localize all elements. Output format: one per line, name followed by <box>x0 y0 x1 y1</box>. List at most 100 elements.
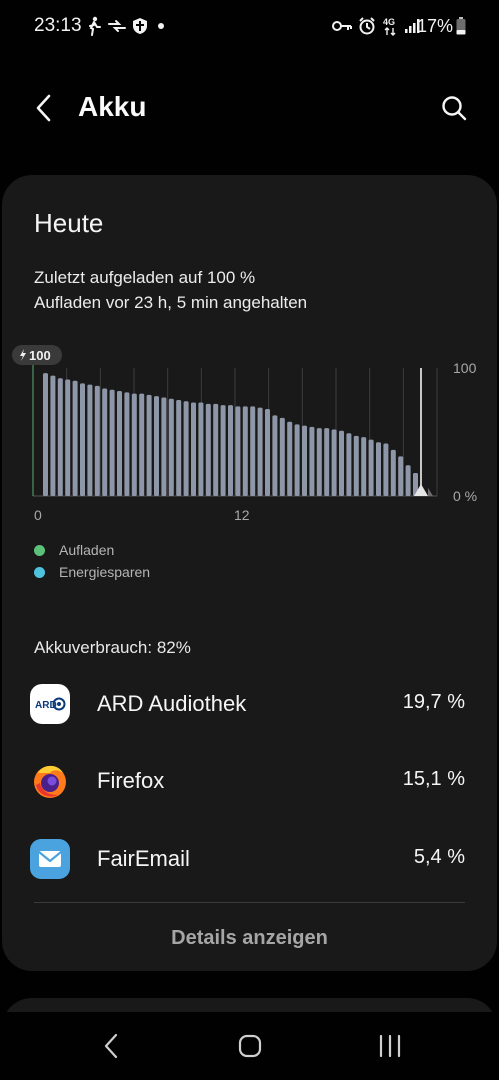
key-icon <box>332 19 352 33</box>
x-tick-label: 12 <box>234 507 250 523</box>
details-button[interactable]: Details anzeigen <box>171 926 328 949</box>
y-tick-label: 0 % <box>453 488 477 504</box>
chart-bars <box>43 373 418 496</box>
notification-dot-icon <box>154 19 168 33</box>
chart-bar <box>154 396 159 496</box>
nav-recents-icon <box>378 1035 402 1057</box>
chart-bar <box>168 398 174 496</box>
nav-recents-button[interactable] <box>360 1026 420 1066</box>
charge-badge-bg <box>12 345 62 365</box>
chart-bar <box>302 425 307 496</box>
chart-bar <box>361 437 367 496</box>
chart-bar <box>287 421 293 496</box>
app-percent: 5,4 % <box>413 846 465 868</box>
app-name: Firefox <box>97 768 165 793</box>
chart-bar <box>50 375 56 496</box>
battery-icon <box>456 17 466 35</box>
card-heading: Heute <box>34 208 104 238</box>
fairemail-icon <box>30 839 70 879</box>
status-time: 23:13 <box>34 15 82 36</box>
chart-bar <box>161 397 167 496</box>
chart-bar <box>43 373 48 496</box>
chart-bar <box>117 391 122 496</box>
chart-bar <box>80 383 85 496</box>
legend-dot-charging <box>34 544 45 556</box>
app-row-firefox[interactable]: Firefox 15,1 % <box>2 748 497 824</box>
chart-bar <box>102 388 108 496</box>
charging-stopped-text: Aufladen vor 23 h, 5 min angehalten <box>34 293 308 312</box>
app-bar: Akku <box>0 70 499 146</box>
search-button[interactable] <box>432 86 476 130</box>
chart-bar <box>376 442 381 496</box>
legend-charging: Aufladen <box>34 540 114 560</box>
search-icon <box>441 95 467 121</box>
last-charged-text: Zuletzt aufgeladen auf 100 % <box>34 268 256 287</box>
legend-dot-power-saving <box>34 566 45 578</box>
nav-back-icon <box>103 1033 119 1059</box>
current-level-marker-icon <box>414 484 428 496</box>
app-name: FairEmail <box>97 846 190 871</box>
back-arrow-icon <box>34 93 54 123</box>
data-transfer-icon <box>108 18 126 34</box>
navigation-bar <box>0 1012 499 1080</box>
back-button[interactable] <box>24 86 64 130</box>
chart-bar <box>131 393 137 496</box>
chart-bar <box>405 465 411 496</box>
chart-bar <box>228 405 233 496</box>
shield-icon <box>132 17 148 35</box>
chart-bar <box>353 435 359 496</box>
chart-bar <box>205 403 211 496</box>
chart-bar <box>413 472 418 496</box>
battery-chart: 100 100 0 % 0 12 <box>2 340 497 530</box>
chart-bar <box>146 394 152 496</box>
chart-bar <box>183 401 189 496</box>
chart-bar <box>339 430 344 496</box>
nav-home-icon <box>238 1034 262 1058</box>
firefox-icon <box>30 761 70 801</box>
battery-usage-total: Akkuverbrauch: 82% <box>34 638 191 657</box>
status-right-icons: 4G <box>332 14 420 38</box>
walking-icon <box>86 16 102 36</box>
alarm-icon <box>358 17 376 35</box>
signal-icon <box>404 18 420 34</box>
projection-icon <box>428 488 433 496</box>
chart-bar <box>294 424 300 496</box>
chart-bar <box>242 406 248 496</box>
app-name: ARD Audiothek <box>97 691 247 716</box>
app-percent: 15,1 % <box>402 768 465 790</box>
battery-chart-svg: 100 100 0 % 0 12 <box>12 345 477 523</box>
chart-bar <box>57 378 63 496</box>
chart-bar <box>191 402 196 496</box>
chart-bar <box>279 417 285 496</box>
chart-bar <box>390 449 396 496</box>
status-left-icons <box>86 14 168 38</box>
page-title: Akku <box>78 91 147 122</box>
battery-percent: 17% <box>417 16 454 36</box>
svg-text:4G: 4G <box>383 17 395 27</box>
chart-bar <box>383 443 389 496</box>
app-percent: 19,7 % <box>402 691 465 713</box>
status-bar: 23:13 4G <box>0 0 499 54</box>
y-tick-label: 100 <box>453 360 477 376</box>
legend-label: Energiesparen <box>59 564 151 580</box>
chart-bar <box>198 402 204 496</box>
chart-bar <box>220 405 226 496</box>
legend-label: Aufladen <box>59 542 115 558</box>
svg-text:ARD: ARD <box>35 700 57 711</box>
app-row-ard-audiothek[interactable]: ARD ARD Audiothek 19,7 % <box>2 671 497 747</box>
lightning-icon <box>20 349 26 361</box>
chart-bar <box>87 384 93 496</box>
charge-badge-label: 100 <box>29 348 51 363</box>
app-row-fairemail[interactable]: FairEmail 5,4 % <box>2 826 497 902</box>
chart-bar <box>316 428 322 496</box>
chart-bar <box>265 408 270 496</box>
chart-bar <box>124 392 130 496</box>
battery-today-card: Heute Zuletzt aufgeladen auf 100 % Aufla… <box>2 175 497 971</box>
chart-bar <box>65 379 71 496</box>
nav-back-button[interactable] <box>81 1026 141 1066</box>
nav-home-button[interactable] <box>220 1026 280 1066</box>
divider <box>34 902 465 903</box>
chart-bar <box>235 406 241 496</box>
chart-bar <box>257 407 263 496</box>
